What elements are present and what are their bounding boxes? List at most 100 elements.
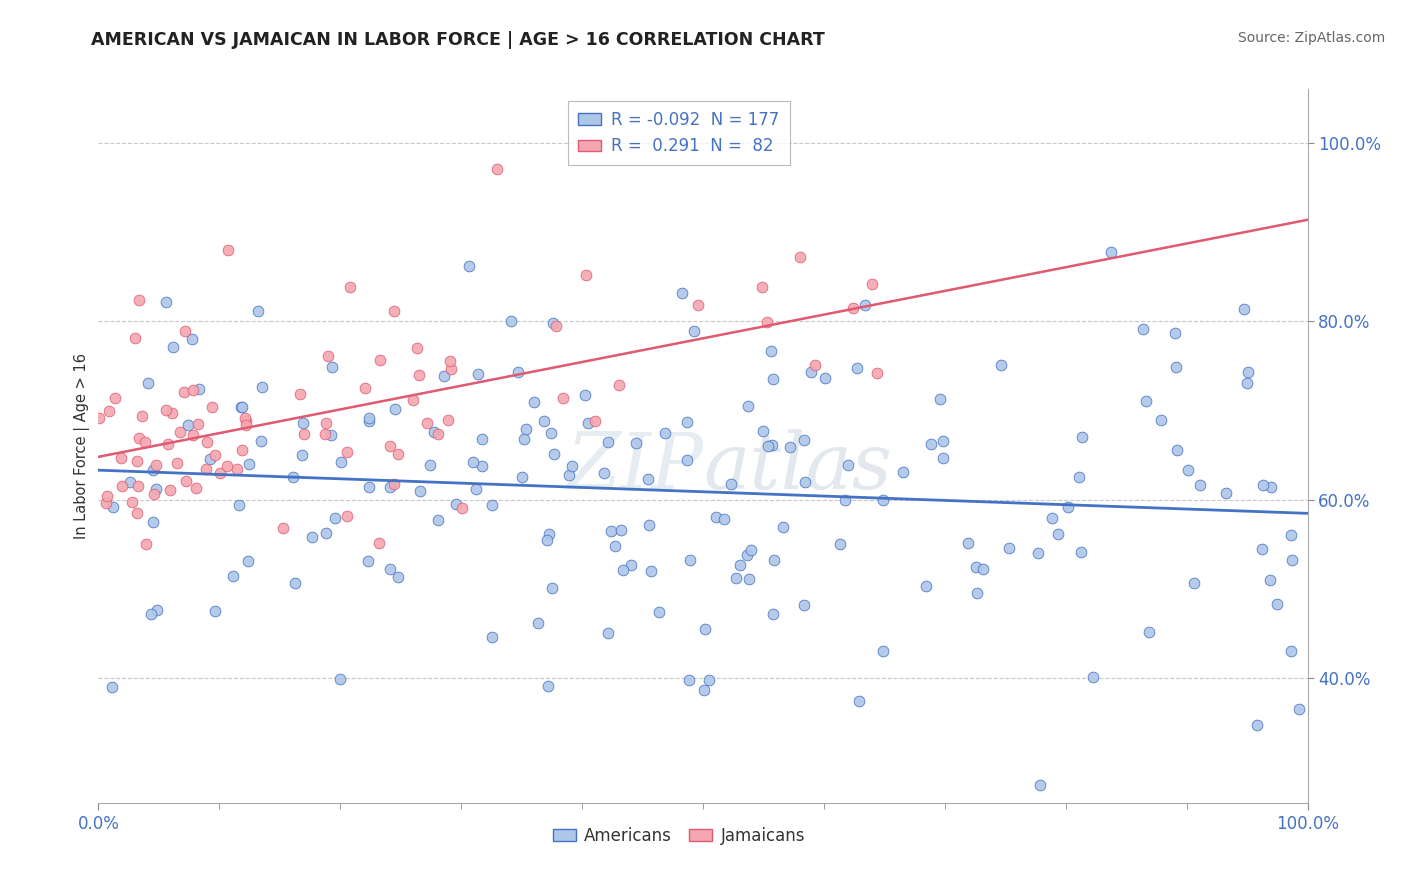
Text: Source: ZipAtlas.com: Source: ZipAtlas.com	[1237, 31, 1385, 45]
Point	[181, 428, 204, 442]
Point	[998, 541, 1021, 555]
Point	[166, 456, 188, 470]
Point	[1150, 413, 1173, 427]
Point	[415, 417, 437, 431]
Point	[155, 402, 177, 417]
Point	[101, 680, 124, 694]
Point	[159, 483, 181, 498]
Point	[1215, 485, 1237, 500]
Point	[1177, 463, 1199, 477]
Point	[145, 483, 167, 497]
Point	[834, 492, 856, 507]
Point	[315, 525, 337, 540]
Point	[134, 435, 156, 450]
Point	[1188, 477, 1211, 491]
Point	[104, 391, 127, 405]
Point	[932, 450, 955, 465]
Point	[624, 436, 647, 450]
Point	[679, 552, 702, 566]
Point	[740, 542, 762, 557]
Point	[793, 598, 815, 612]
Point	[544, 318, 567, 333]
Point	[378, 480, 401, 494]
Text: atlas: atlas	[703, 429, 891, 506]
Point	[120, 475, 142, 490]
Point	[837, 458, 859, 472]
Point	[1099, 244, 1122, 259]
Point	[139, 607, 162, 621]
Point	[238, 457, 260, 471]
Point	[291, 448, 314, 462]
Point	[142, 463, 165, 477]
Point	[423, 425, 446, 439]
Point	[461, 455, 484, 469]
Point	[814, 371, 837, 385]
Point	[135, 537, 157, 551]
Point	[551, 391, 574, 405]
Point	[217, 458, 239, 473]
Point	[209, 466, 232, 480]
Point	[1236, 365, 1258, 379]
Point	[671, 285, 693, 300]
Point	[1251, 478, 1274, 492]
Point	[972, 562, 994, 576]
Point	[233, 410, 256, 425]
Point	[506, 365, 529, 379]
Point	[110, 451, 132, 466]
Point	[408, 368, 430, 382]
Point	[316, 349, 339, 363]
Point	[523, 394, 546, 409]
Point	[427, 513, 450, 527]
Point	[537, 679, 560, 693]
Point	[387, 447, 409, 461]
Point	[339, 280, 361, 294]
Point	[283, 470, 305, 484]
Point	[789, 250, 811, 264]
Point	[235, 414, 257, 428]
Point	[654, 425, 676, 440]
Point	[561, 459, 583, 474]
Point	[965, 559, 987, 574]
Point	[125, 454, 148, 468]
Point	[693, 682, 716, 697]
Point	[323, 511, 346, 525]
Point	[803, 358, 825, 372]
Point	[111, 479, 134, 493]
Point	[1182, 576, 1205, 591]
Point	[402, 392, 425, 407]
Point	[437, 412, 460, 426]
Point	[169, 425, 191, 439]
Point	[231, 401, 253, 415]
Point	[1260, 573, 1282, 587]
Point	[872, 644, 894, 658]
Point	[201, 400, 224, 414]
Point	[576, 416, 599, 430]
Point	[236, 554, 259, 568]
Point	[195, 462, 218, 476]
Point	[188, 382, 211, 396]
Point	[872, 492, 894, 507]
Point	[142, 487, 165, 501]
Point	[145, 458, 167, 472]
Point	[235, 417, 257, 432]
Point	[515, 422, 537, 436]
Point	[1279, 644, 1302, 658]
Point	[204, 449, 226, 463]
Point	[380, 562, 402, 576]
Point	[387, 570, 409, 584]
Point	[382, 476, 405, 491]
Point	[162, 340, 184, 354]
Point	[1166, 443, 1188, 458]
Point	[231, 443, 253, 458]
Point	[250, 380, 273, 394]
Point	[330, 455, 353, 469]
Point	[204, 604, 226, 618]
Point	[378, 439, 401, 453]
Point	[1164, 326, 1187, 340]
Point	[1067, 470, 1090, 484]
Point	[558, 467, 581, 482]
Point	[1233, 302, 1256, 317]
Point	[319, 427, 342, 442]
Point	[648, 606, 671, 620]
Point	[713, 511, 735, 525]
